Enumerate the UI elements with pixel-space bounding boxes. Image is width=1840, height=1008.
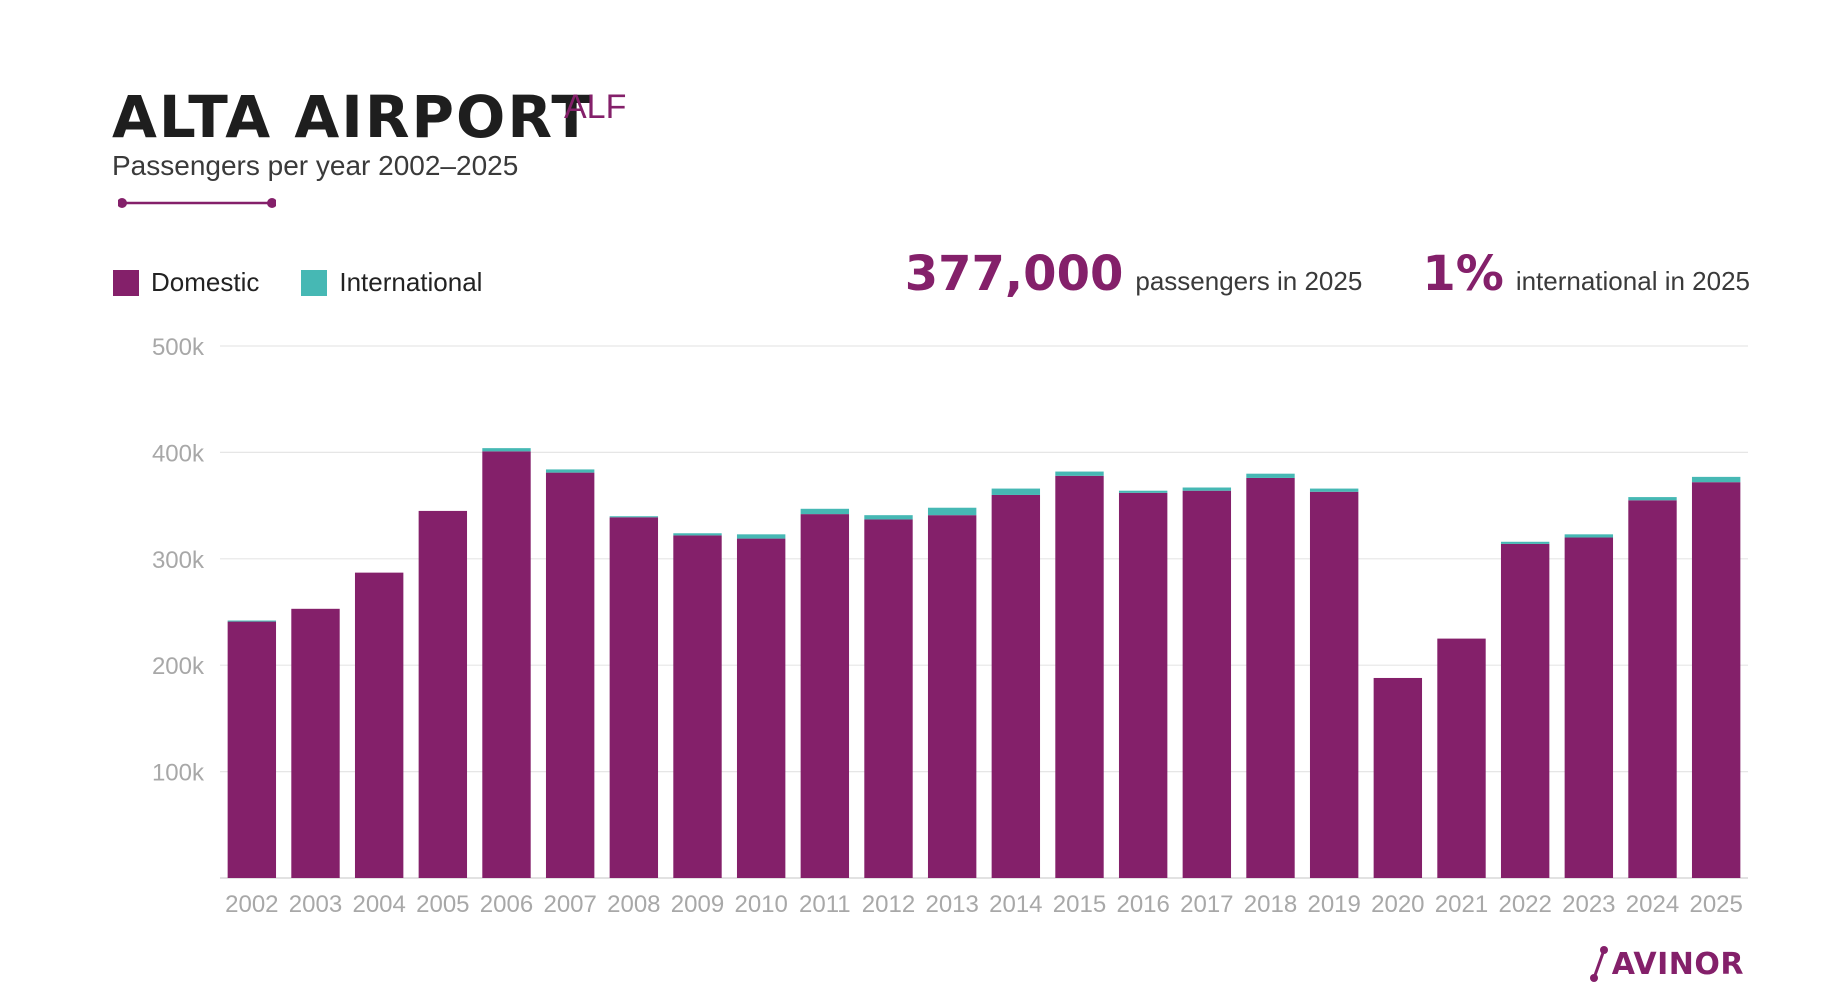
- bar-domestic-2023: [1564, 537, 1614, 878]
- bar-international-2002: [227, 620, 277, 622]
- bar-domestic-2019: [1309, 491, 1359, 878]
- bar-domestic-2011: [800, 514, 850, 878]
- x-tick-label: 2007: [543, 891, 596, 918]
- bar-domestic-2004: [354, 572, 404, 878]
- airport-code: ALF: [564, 88, 627, 126]
- bar-international-2007: [545, 469, 595, 473]
- x-tick-label: 2020: [1371, 891, 1424, 918]
- x-tick-label: 2011: [799, 891, 851, 918]
- x-tick-label: 2010: [734, 891, 787, 918]
- bar-domestic-2017: [1182, 490, 1232, 878]
- x-tick-label: 2022: [1498, 891, 1551, 918]
- x-tick-label: 2006: [480, 891, 533, 918]
- bar-domestic-2013: [927, 515, 977, 878]
- bar-domestic-2007: [545, 472, 595, 878]
- avinor-logo: AVINOR: [1586, 944, 1744, 984]
- x-tick-label: 2005: [416, 891, 469, 918]
- x-tick-label: 2015: [1053, 891, 1106, 918]
- x-tick-label: 2012: [862, 891, 915, 918]
- summary-stats: 377,000 passengers in 2025 1% internatio…: [905, 246, 1750, 302]
- international-stat-value: 1%: [1422, 246, 1504, 302]
- bar-domestic-2010: [736, 538, 786, 878]
- chart-subtitle: Passengers per year 2002–2025: [112, 150, 519, 181]
- legend-item-domestic: Domestic: [113, 267, 259, 298]
- avinor-logo-icon: [1589, 946, 1608, 982]
- bar-international-2024: [1628, 497, 1677, 501]
- bar-domestic-2012: [864, 519, 913, 878]
- bar-international-2009: [673, 533, 722, 536]
- bar-domestic-2025: [1691, 482, 1741, 878]
- legend-label-international: International: [339, 267, 483, 297]
- x-tick-label: 2008: [607, 891, 660, 918]
- x-tick-label: 2016: [1116, 891, 1169, 918]
- legend-label-domestic: Domestic: [151, 267, 260, 297]
- passengers-stat-value: 377,000: [904, 246, 1124, 302]
- x-tick-label: 2013: [925, 891, 978, 918]
- bar-domestic-2016: [1118, 492, 1168, 878]
- bar-international-2017: [1182, 487, 1232, 491]
- bar-international-2016: [1118, 490, 1168, 493]
- international-stat-label: international in 2025: [1515, 266, 1750, 296]
- legend-swatch-domestic: [113, 269, 139, 296]
- bar-domestic-2008: [609, 517, 659, 878]
- bar-domestic-2002: [227, 621, 277, 878]
- bar-domestic-2022: [1500, 543, 1550, 878]
- bar-international-2018: [1246, 473, 1295, 478]
- y-tick-label: 500k: [152, 334, 205, 361]
- x-tick-label: 2019: [1307, 891, 1360, 918]
- x-tick-label: 2009: [671, 891, 724, 918]
- bar-international-2022: [1500, 541, 1550, 544]
- bar-international-2011: [800, 508, 850, 515]
- x-tick-label: 2024: [1626, 891, 1679, 918]
- x-tick-label: 2014: [989, 891, 1042, 918]
- x-tick-label: 2017: [1180, 891, 1233, 918]
- bar-domestic-2005: [418, 510, 468, 878]
- bar-international-2012: [864, 515, 913, 520]
- bar-international-2010: [736, 534, 786, 539]
- bar-international-2014: [991, 488, 1041, 495]
- legend-swatch-international: [301, 269, 328, 296]
- bar-international-2023: [1564, 534, 1614, 538]
- bar-domestic-2020: [1373, 677, 1423, 878]
- chart-header: ALTA AIRPORT ALF Passengers per year 200…: [112, 83, 626, 181]
- x-tick-label: 2004: [352, 891, 405, 918]
- bar-international-2015: [1055, 471, 1104, 476]
- y-tick-label: 300k: [152, 547, 205, 574]
- bar-international-2019: [1309, 488, 1359, 492]
- x-tick-label: 2003: [289, 891, 342, 918]
- bar-domestic-2024: [1628, 500, 1677, 878]
- y-tick-label: 200k: [152, 653, 205, 680]
- bar-international-2013: [927, 507, 977, 516]
- bar-domestic-2014: [991, 494, 1041, 878]
- y-tick-label: 400k: [152, 440, 205, 467]
- x-tick-label: 2025: [1689, 891, 1742, 918]
- title-divider: [118, 198, 276, 208]
- y-tick-label: 100k: [152, 760, 205, 787]
- x-tick-label: 2023: [1562, 891, 1615, 918]
- bar-international-2025: [1691, 476, 1741, 483]
- bar-domestic-2006: [482, 451, 531, 878]
- bar-international-2008: [609, 516, 659, 518]
- chart-legend: Domestic International: [113, 267, 524, 298]
- avinor-logo-text: AVINOR: [1611, 946, 1744, 982]
- x-tick-label: 2002: [225, 891, 278, 918]
- legend-item-international: International: [301, 267, 482, 298]
- bar-domestic-2009: [673, 535, 722, 878]
- bar-international-2006: [482, 448, 531, 452]
- bar-domestic-2018: [1246, 477, 1295, 878]
- passengers-stat-label: passengers in 2025: [1135, 266, 1363, 296]
- chart-title: ALTA AIRPORT: [112, 83, 593, 151]
- x-tick-label: 2018: [1244, 891, 1297, 918]
- bar-domestic-2003: [291, 608, 340, 878]
- bar-domestic-2015: [1055, 475, 1104, 878]
- x-tick-label: 2021: [1435, 891, 1488, 918]
- bar-domestic-2021: [1437, 638, 1486, 878]
